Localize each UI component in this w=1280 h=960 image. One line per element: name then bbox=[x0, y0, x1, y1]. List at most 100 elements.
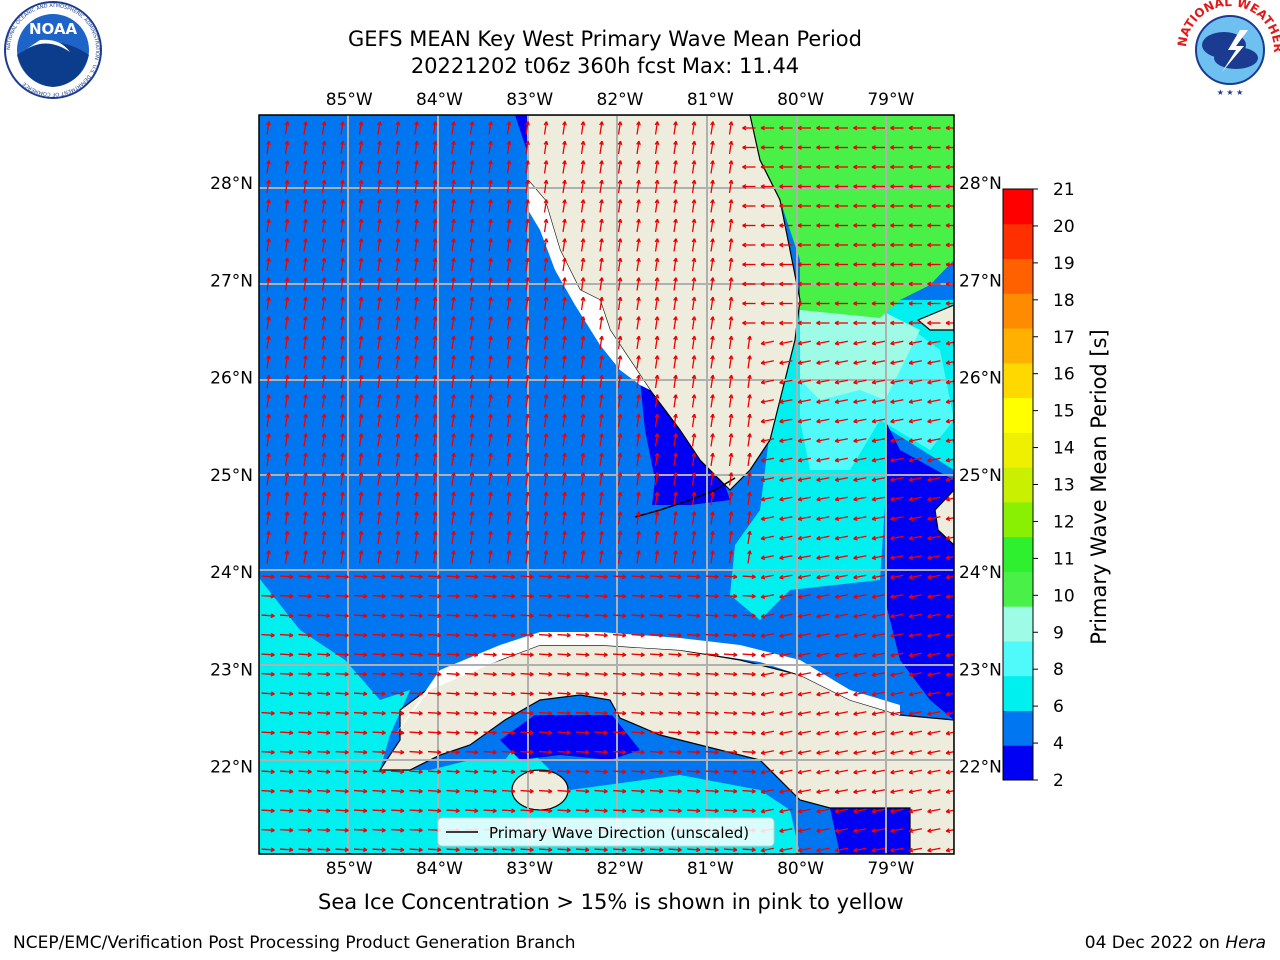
direction-arrow bbox=[710, 140, 714, 155]
direction-arrow-head bbox=[432, 530, 438, 536]
direction-arrow-head bbox=[927, 418, 932, 424]
direction-arrow-head bbox=[377, 296, 382, 302]
lon-tick-top: 84°W bbox=[416, 90, 463, 110]
direction-arrow-head bbox=[543, 277, 549, 282]
direction-arrow bbox=[617, 452, 622, 467]
direction-arrow-head bbox=[908, 652, 914, 658]
direction-arrow-head bbox=[714, 613, 719, 619]
direction-arrow bbox=[835, 438, 848, 442]
direction-arrow bbox=[798, 789, 811, 793]
direction-arrow bbox=[284, 355, 289, 369]
direction-arrow-head bbox=[710, 335, 715, 341]
direction-arrow bbox=[414, 491, 418, 506]
direction-arrow bbox=[649, 711, 664, 715]
direction-arrow bbox=[742, 848, 756, 851]
direction-arrow-head bbox=[871, 808, 877, 814]
direction-arrow-head bbox=[710, 238, 715, 243]
direction-arrow-head bbox=[927, 789, 932, 794]
direction-arrow bbox=[728, 140, 733, 155]
direction-arrow-head bbox=[270, 593, 275, 599]
direction-arrow bbox=[872, 789, 885, 793]
direction-arrow-head bbox=[834, 691, 840, 697]
direction-arrow bbox=[266, 491, 270, 506]
direction-arrow-head bbox=[321, 218, 327, 224]
direction-arrow bbox=[506, 238, 511, 252]
colorbar-tick-label: 16 bbox=[1053, 365, 1075, 385]
direction-arrow bbox=[710, 413, 714, 428]
direction-arrow-head bbox=[834, 633, 840, 638]
direction-arrow-head bbox=[908, 399, 914, 404]
direction-arrow-head bbox=[728, 121, 734, 126]
direction-arrow bbox=[747, 394, 751, 408]
direction-arrow-head bbox=[562, 530, 567, 536]
direction-arrow bbox=[464, 770, 479, 773]
direction-arrow bbox=[872, 613, 885, 618]
direction-arrow-head bbox=[945, 320, 950, 326]
direction-arrow-head bbox=[760, 535, 766, 541]
direction-arrow bbox=[691, 296, 696, 311]
direction-arrow-head bbox=[451, 316, 456, 321]
direction-arrow-head bbox=[908, 320, 913, 326]
direction-arrow-head bbox=[636, 199, 641, 204]
direction-arrow bbox=[946, 829, 954, 832]
direction-arrow bbox=[432, 452, 437, 467]
direction-arrow-head bbox=[284, 355, 290, 360]
direction-arrow-head bbox=[266, 335, 271, 341]
direction-arrow-head bbox=[673, 491, 678, 497]
direction-arrow-head bbox=[659, 749, 664, 755]
direction-arrow bbox=[488, 238, 492, 252]
direction-arrow-head bbox=[751, 769, 756, 775]
direction-arrow-head bbox=[488, 160, 493, 165]
direction-arrow bbox=[353, 653, 368, 656]
direction-arrow-head bbox=[381, 613, 386, 619]
direction-arrow bbox=[432, 277, 437, 291]
direction-arrow-head bbox=[344, 574, 349, 580]
direction-arrow bbox=[427, 770, 442, 773]
direction-arrow bbox=[261, 731, 275, 734]
colorbar-tick-label: 20 bbox=[1053, 217, 1075, 237]
direction-arrow-head bbox=[326, 632, 331, 638]
direction-arrow bbox=[816, 633, 830, 637]
direction-arrow-head bbox=[344, 788, 349, 794]
direction-arrow bbox=[872, 574, 885, 579]
direction-arrow bbox=[909, 418, 922, 423]
direction-arrow bbox=[798, 360, 811, 364]
direction-arrow bbox=[266, 452, 270, 467]
direction-arrow bbox=[631, 653, 645, 656]
direction-arrow bbox=[779, 594, 793, 598]
direction-arrow bbox=[654, 140, 659, 155]
direction-arrow bbox=[580, 335, 585, 350]
direction-arrow-head bbox=[797, 399, 803, 404]
direction-arrow bbox=[266, 179, 270, 194]
direction-arrow-head bbox=[908, 808, 914, 814]
direction-arrow bbox=[654, 530, 659, 545]
direction-arrow bbox=[488, 355, 492, 369]
direction-arrow bbox=[654, 277, 659, 291]
direction-arrow-head bbox=[779, 242, 784, 248]
direction-arrow-head bbox=[945, 379, 951, 385]
direction-arrow bbox=[298, 653, 312, 656]
direction-arrow bbox=[835, 789, 848, 793]
direction-arrow bbox=[284, 316, 289, 330]
direction-arrow-head bbox=[321, 277, 327, 282]
direction-arrow bbox=[520, 750, 534, 754]
direction-arrow-head bbox=[358, 374, 364, 380]
direction-arrow bbox=[798, 496, 811, 501]
direction-arrow-head bbox=[492, 652, 497, 658]
direction-arrow bbox=[298, 789, 312, 793]
direction-arrow-head bbox=[834, 672, 840, 677]
direction-arrow bbox=[525, 374, 529, 389]
direction-arrow-head bbox=[853, 672, 858, 677]
direction-arrow-head bbox=[303, 413, 308, 419]
direction-arrow-head bbox=[733, 749, 738, 755]
direction-arrow-head bbox=[603, 808, 608, 814]
direction-arrow bbox=[580, 413, 585, 428]
direction-arrow-head bbox=[797, 808, 803, 814]
direction-arrow-head bbox=[677, 671, 682, 677]
direction-arrow-head bbox=[659, 691, 664, 697]
direction-arrow bbox=[432, 472, 437, 486]
direction-arrow bbox=[469, 316, 474, 330]
direction-arrow-head bbox=[340, 277, 345, 282]
direction-arrow bbox=[483, 770, 497, 773]
direction-arrow bbox=[543, 238, 548, 252]
